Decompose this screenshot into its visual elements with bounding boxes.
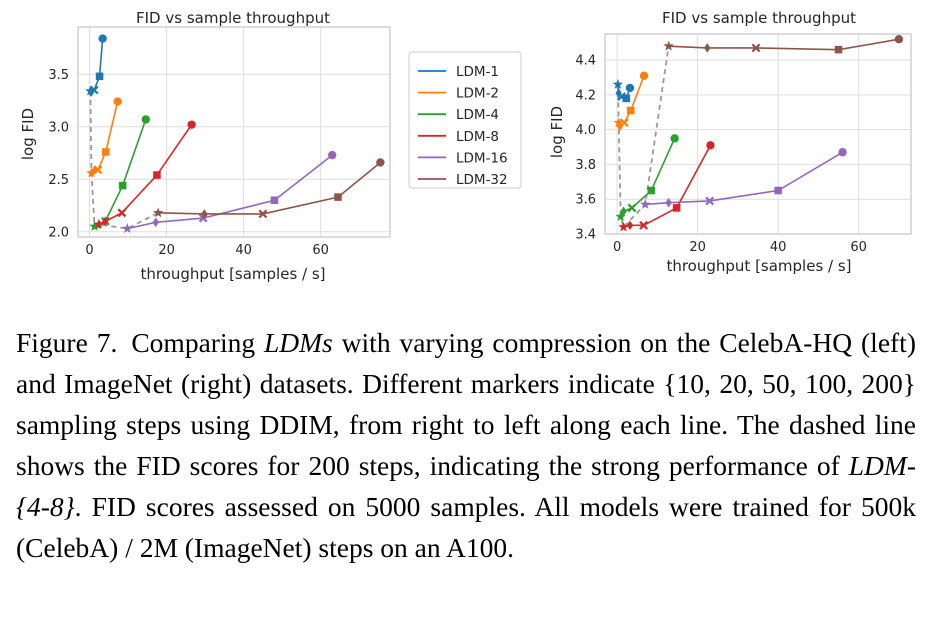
legend-label: LDM-4 [456,107,499,123]
data-point-ldm-16-circle [838,148,847,157]
dashed-200-steps-line [616,46,670,229]
data-point-ldm-32-x [751,43,761,53]
x-tick-label: 20 [689,240,706,255]
legend: LDM-1 LDM-2 LDM-4 LDM-8 LDM-16 LDM-32 [408,51,522,189]
legend-box [408,51,522,189]
data-point-ldm-32-square [334,193,342,201]
data-point-ldm-32-x [258,209,268,219]
data-point-ldm-8-x [639,220,649,230]
data-point-ldm-2-x [93,165,103,175]
y-tick-label: 4.4 [575,54,596,69]
data-point-ldm-8-star [93,218,104,229]
plot-area: 0 20 40 60 3.4 3.6 3.8 4.0 4.2 4.4 [575,33,912,255]
data-point-ldm-16-circle [328,150,337,160]
data-point-ldm-16-diamond [152,217,159,228]
data-point-ldm-8-square [153,171,161,179]
data-point-ldm-8-circle [187,120,196,129]
figure: FID vs sample throughput throughput [sam… [19,9,912,283]
data-point-ldm-2-x [619,118,629,128]
plot-area: 0 20 40 60 2.0 2.5 3.0 3.5 [48,26,391,258]
y-tick-label: 3.0 [48,120,69,135]
data-point-ldm-32-star [152,207,164,218]
y-axis-label: log FID [548,106,566,158]
y-tick-label: 2.5 [48,173,69,188]
data-point-ldm-32-diamond [201,209,208,219]
legend-label: LDM-1 [456,64,499,80]
x-tick-label: 40 [235,243,252,258]
data-point-ldm-4-circle [141,115,150,124]
data-point-ldm-4-x [627,203,637,213]
data-point-ldm-16-x [705,196,715,206]
legend-label: LDM-32 [456,172,508,188]
x-tick-label: 0 [85,243,93,258]
data-point-ldm-1-square [622,94,631,103]
y-tick-label: 3.4 [575,228,596,243]
figure-caption: Figure 7. Comparing LDMs with varying com… [16,322,916,568]
plot-border [77,26,391,238]
caption-text: Comparing LDMs with varying compression … [16,327,916,563]
y-tick-label: 4.0 [575,123,596,138]
data-point-ldm-8-x [117,208,127,218]
data-point-ldm-4-square [647,186,656,195]
y-tick-label: 3.5 [48,68,69,83]
data-point-ldm-2-star [613,117,624,128]
data-point-ldm-8-circle [706,141,715,150]
x-tick-label: 60 [850,240,867,255]
data-point-ldm-4-circle [670,134,679,143]
data-point-ldm-2-square [101,148,110,156]
legend-label: LDM-16 [456,150,508,166]
y-tick-label: 2.0 [48,225,69,240]
legend-label: LDM-2 [456,86,499,102]
data-point-ldm-8-diamond [102,216,109,227]
data-point-ldm-16-diamond [665,197,672,208]
data-point-ldm-32-star [663,40,674,51]
y-tick-label: 3.8 [575,158,596,173]
plot-frame [77,26,391,238]
data-point-ldm-4-star [615,211,626,222]
data-point-ldm-4-square [118,181,127,190]
data-point-ldm-8-diamond [626,220,634,231]
data-point-ldm-4-star [89,221,100,231]
y-axis-label: log FID [19,108,37,160]
chart-celeba: FID vs sample throughput throughput [sam… [19,9,391,283]
chart-title: FID vs sample throughput [136,9,330,27]
data-point-ldm-2-square [626,106,635,115]
data-point-ldm-16-star [122,223,133,234]
x-tick-label: 60 [312,243,329,258]
data-point-ldm-16-square [774,186,782,195]
x-axis-label: throughput [samples / s] [140,265,325,283]
chart-title: FID vs sample throughput [662,9,856,27]
chart-imagenet: FID vs sample throughput throughput [sam… [548,9,912,275]
figure-number: Figure 7. [16,327,118,358]
data-point-ldm-2-star [86,167,97,178]
data-point-ldm-32-circle [376,158,385,167]
y-tick-label: 3.6 [575,193,596,208]
data-point-ldm-16-star [640,198,651,209]
data-point-ldm-32-diamond [704,43,711,53]
x-axis-label: throughput [samples / s] [666,257,851,275]
data-point-ldm-2-circle [639,71,649,80]
data-point-ldm-16-square [270,196,279,205]
x-tick-label: 40 [770,240,787,255]
data-point-ldm-8-star [618,221,629,232]
plot-border [604,33,912,235]
data-point-ldm-2-diamond [616,121,624,132]
y-tick-label: 4.2 [575,88,596,103]
data-point-ldm-1-circle [625,83,635,93]
data-point-ldm-1-x [89,85,99,95]
data-point-ldm-1-star [612,78,624,89]
data-point-ldm-8-square [672,204,681,212]
data-point-ldm-32-circle [894,35,904,44]
data-point-ldm-2-circle [113,97,122,106]
legend-label: LDM-8 [456,129,499,145]
data-point-ldm-4-diamond [620,206,627,217]
data-point-ldm-1-circle [98,34,107,43]
data-point-ldm-1-square [95,72,104,81]
x-tick-label: 0 [613,240,621,255]
x-tick-label: 20 [158,243,175,258]
data-point-ldm-32-square [834,45,843,54]
